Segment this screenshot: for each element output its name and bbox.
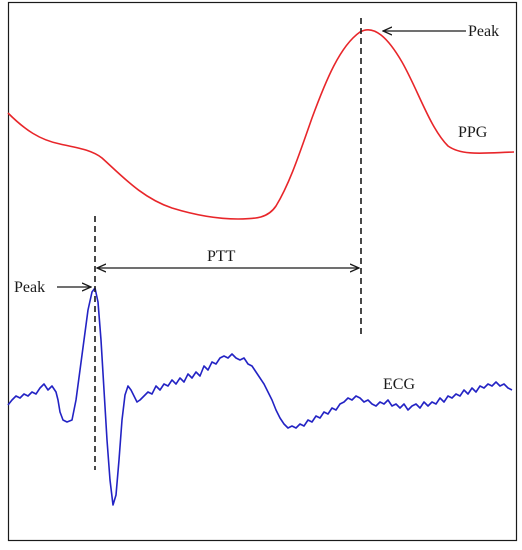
ecg-waveform	[7, 287, 513, 506]
ptt-label: PTT	[207, 248, 236, 265]
figure-frame	[7, 1, 518, 542]
ppg-peak-label: Peak	[468, 23, 499, 40]
ecg-label: ECG	[383, 376, 415, 393]
ppg-label: PPG	[458, 124, 488, 141]
ppg-waveform	[7, 29, 515, 220]
ecg-peak-label: Peak	[14, 279, 45, 296]
